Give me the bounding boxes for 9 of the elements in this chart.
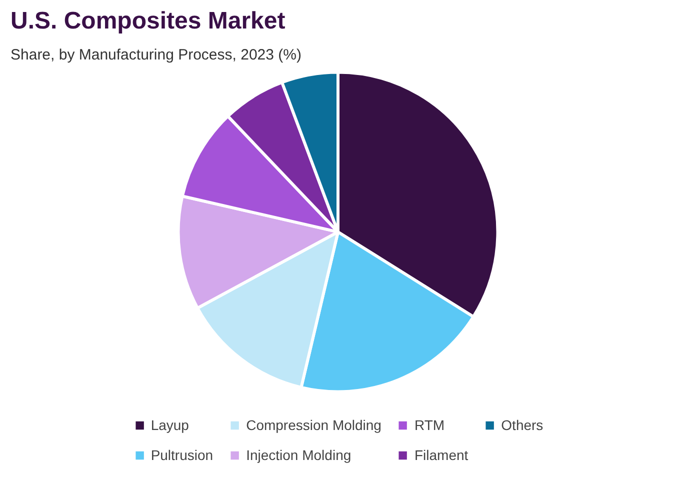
legend-label: Filament [414,447,468,463]
legend-label: Injection Molding [246,447,352,463]
legend-label: RTM [414,417,445,433]
legend-label: Others [501,417,544,433]
legend-label: Compression Molding [246,417,382,433]
legend-label: Pultrusion [150,447,214,463]
legend-label: Layup [150,417,189,433]
chart-title: U.S. Composites Market [10,8,286,34]
chart-subtitle: Share, by Manufacturing Process, 2023 (%) [10,46,302,64]
